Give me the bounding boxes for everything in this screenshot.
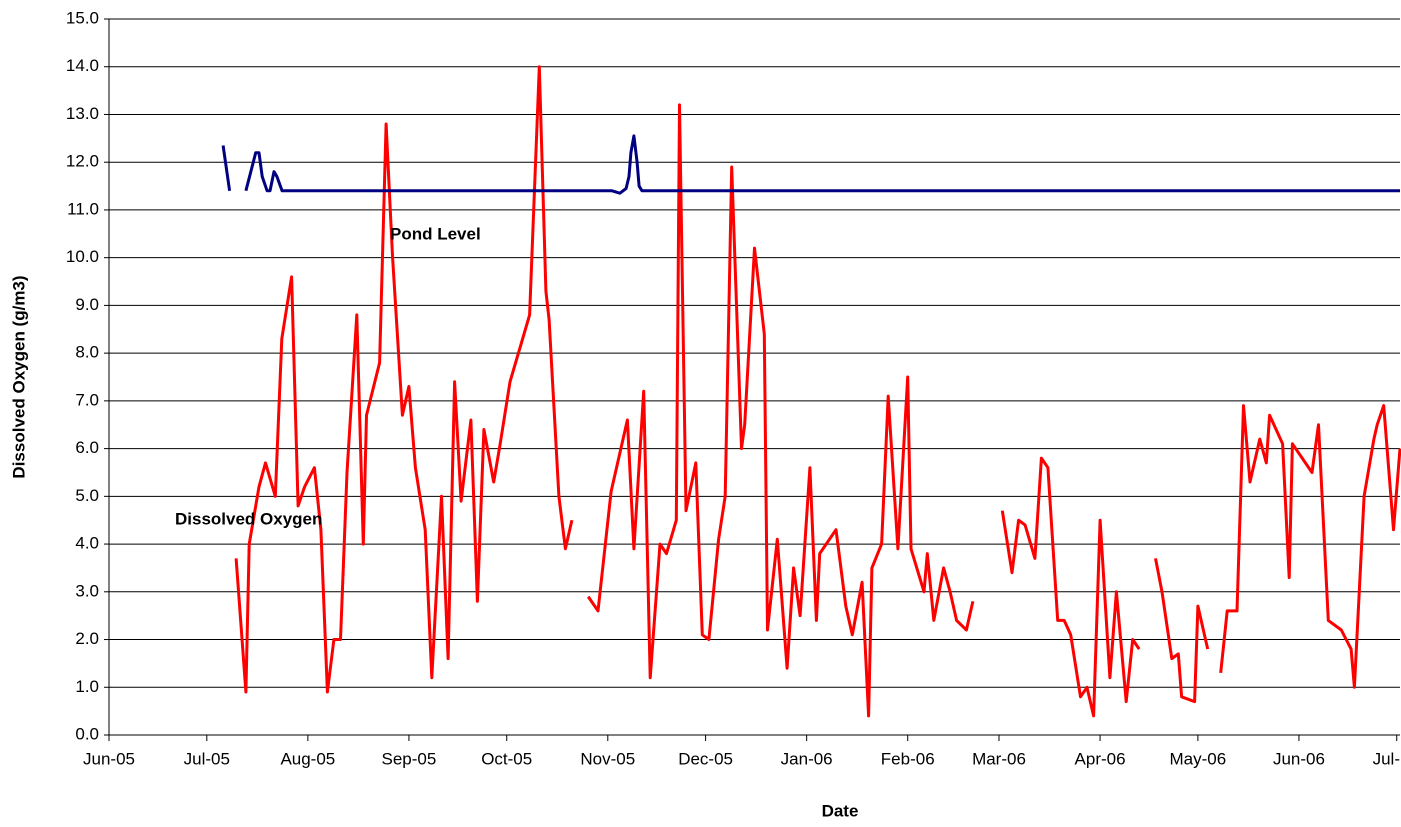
- y-tick-label: 13.0: [66, 104, 99, 123]
- x-tick-label: Jul-05: [184, 749, 230, 768]
- x-tick-label: Mar-06: [972, 749, 1026, 768]
- y-axis-title: Dissolved Oxygen (g/m3): [9, 275, 28, 478]
- y-tick-label: 5.0: [75, 486, 99, 505]
- x-tick-label: Jul-: [1373, 749, 1400, 768]
- y-tick-label: 6.0: [75, 438, 99, 457]
- x-tick-label: Jun-06: [1273, 749, 1325, 768]
- y-tick-label: 7.0: [75, 390, 99, 409]
- y-tick-label: 14.0: [66, 56, 99, 75]
- x-tick-label: Jun-05: [83, 749, 135, 768]
- series-line: [221, 134, 1400, 195]
- y-tick-label: 4.0: [75, 534, 99, 553]
- x-tick-label: Nov-05: [580, 749, 635, 768]
- y-tick-label: 8.0: [75, 343, 99, 362]
- y-tick-label: 9.0: [75, 295, 99, 314]
- x-axis-title: Date: [822, 801, 859, 820]
- y-tick-label: 0.0: [75, 724, 99, 743]
- x-tick-label: Jan-06: [781, 749, 833, 768]
- series-line: [234, 65, 1401, 718]
- x-tick-label: Oct-05: [481, 749, 532, 768]
- x-tick-label: Dec-05: [678, 749, 733, 768]
- y-tick-label: 10.0: [66, 247, 99, 266]
- y-tick-label: 3.0: [75, 581, 99, 600]
- x-tick-label: May-06: [1170, 749, 1227, 768]
- y-tick-label: 2.0: [75, 629, 99, 648]
- x-tick-label: Apr-06: [1075, 749, 1126, 768]
- y-tick-label: 15.0: [66, 8, 99, 27]
- y-tick-label: 11.0: [67, 199, 99, 218]
- x-tick-label: Sep-05: [382, 749, 437, 768]
- y-tick-label: 12.0: [66, 152, 99, 171]
- x-tick-label: Aug-05: [280, 749, 335, 768]
- y-tick-label: 1.0: [75, 677, 99, 696]
- series-label: Pond Level: [390, 224, 481, 243]
- x-tick-label: Feb-06: [881, 749, 935, 768]
- series-label: Dissolved Oxygen: [175, 509, 322, 528]
